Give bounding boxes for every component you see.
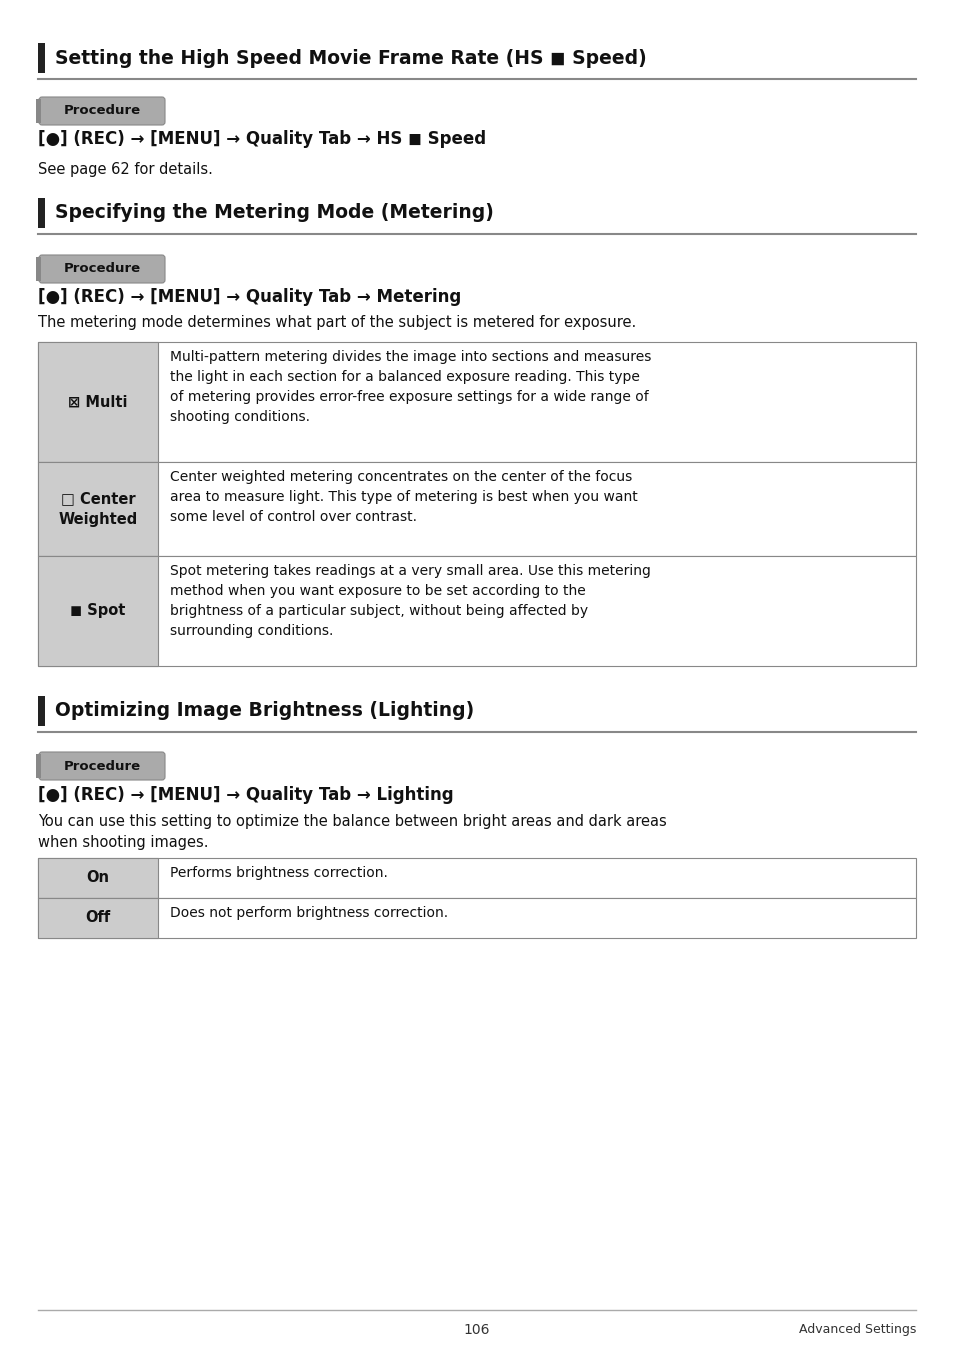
Text: See page 62 for details.: See page 62 for details. bbox=[38, 161, 213, 176]
Text: Optimizing Image Brightness (Lighting): Optimizing Image Brightness (Lighting) bbox=[55, 702, 474, 721]
Text: [●] (REC) → [MENU] → Quality Tab → HS ◼ Speed: [●] (REC) → [MENU] → Quality Tab → HS ◼ … bbox=[38, 130, 486, 148]
Bar bbox=[38, 556, 915, 666]
Bar bbox=[36, 99, 41, 123]
Text: ◼ Spot: ◼ Spot bbox=[71, 604, 126, 619]
Text: Multi-pattern metering divides the image into sections and measures
the light in: Multi-pattern metering divides the image… bbox=[170, 350, 651, 425]
Text: The metering mode determines what part of the subject is metered for exposure.: The metering mode determines what part o… bbox=[38, 315, 636, 330]
FancyBboxPatch shape bbox=[39, 96, 165, 125]
Bar bbox=[36, 754, 41, 778]
Bar bbox=[38, 898, 158, 938]
Text: Center weighted metering concentrates on the center of the focus
area to measure: Center weighted metering concentrates on… bbox=[170, 470, 638, 524]
Bar bbox=[38, 342, 915, 461]
Text: Spot metering takes readings at a very small area. Use this metering
method when: Spot metering takes readings at a very s… bbox=[170, 565, 650, 638]
Text: Performs brightness correction.: Performs brightness correction. bbox=[170, 866, 388, 879]
Text: 106: 106 bbox=[463, 1323, 490, 1337]
Text: You can use this setting to optimize the balance between bright areas and dark a: You can use this setting to optimize the… bbox=[38, 814, 666, 849]
Bar bbox=[36, 256, 41, 281]
Text: Procedure: Procedure bbox=[63, 760, 140, 772]
Text: □ Center
Weighted: □ Center Weighted bbox=[58, 491, 137, 527]
Bar bbox=[38, 461, 915, 556]
Text: Procedure: Procedure bbox=[63, 262, 140, 275]
Text: [●] (REC) → [MENU] → Quality Tab → Lighting: [●] (REC) → [MENU] → Quality Tab → Light… bbox=[38, 786, 453, 803]
Bar bbox=[38, 43, 45, 73]
FancyBboxPatch shape bbox=[39, 752, 165, 780]
Text: On: On bbox=[87, 870, 110, 886]
Text: Setting the High Speed Movie Frame Rate (HS ◼ Speed): Setting the High Speed Movie Frame Rate … bbox=[55, 49, 646, 68]
Text: Specifying the Metering Mode (Metering): Specifying the Metering Mode (Metering) bbox=[55, 204, 494, 223]
Bar bbox=[38, 898, 915, 938]
Bar bbox=[38, 696, 45, 726]
Text: Off: Off bbox=[85, 911, 111, 925]
Text: Advanced Settings: Advanced Settings bbox=[798, 1323, 915, 1337]
Bar bbox=[38, 342, 158, 461]
Text: Procedure: Procedure bbox=[63, 104, 140, 118]
Text: Does not perform brightness correction.: Does not perform brightness correction. bbox=[170, 906, 448, 920]
Bar bbox=[38, 461, 158, 556]
Text: ⊠ Multi: ⊠ Multi bbox=[69, 395, 128, 410]
Bar bbox=[38, 198, 45, 228]
Bar bbox=[38, 556, 158, 666]
Bar bbox=[38, 858, 915, 898]
Bar bbox=[38, 858, 158, 898]
FancyBboxPatch shape bbox=[39, 255, 165, 284]
Text: [●] (REC) → [MENU] → Quality Tab → Metering: [●] (REC) → [MENU] → Quality Tab → Meter… bbox=[38, 288, 460, 305]
